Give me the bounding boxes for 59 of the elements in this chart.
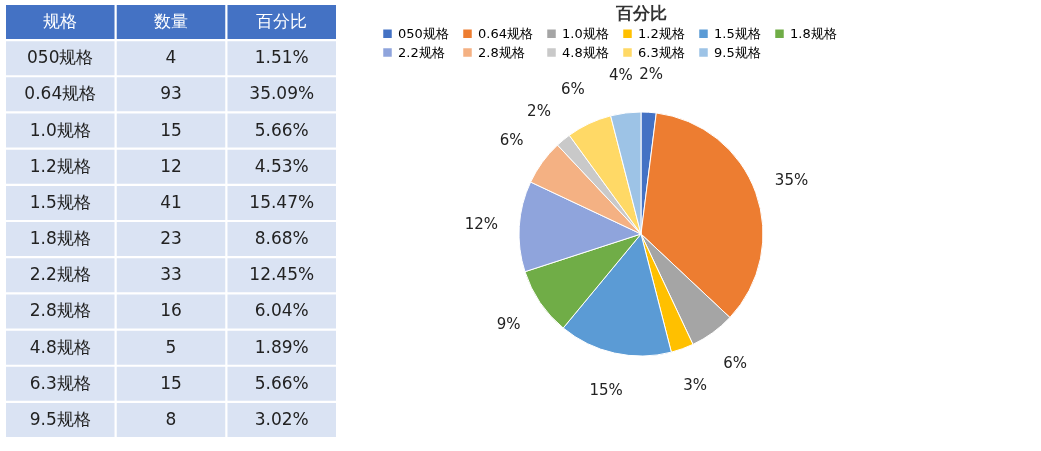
data-label: 33 — [160, 264, 182, 285]
data-label: 8 — [165, 408, 177, 429]
data-label: 5.66% — [254, 119, 309, 140]
category-label: 1.2规格 — [29, 155, 91, 176]
data-label: 12.45% — [249, 264, 315, 285]
data-label: 2% — [527, 101, 551, 120]
series-label: 百分比 — [256, 11, 308, 32]
legend-label: 4.8规格 — [562, 44, 609, 60]
data-label: 15 — [160, 372, 182, 393]
data-label: 5 — [165, 336, 177, 357]
data-label: 5.66% — [254, 372, 309, 393]
category-label: 0.64规格 — [24, 83, 97, 104]
category-label: 6.3规格 — [29, 372, 91, 393]
category-label: 9.5规格 — [29, 408, 91, 429]
legend-label: 6.3规格 — [638, 44, 685, 60]
legend-label: 1.8规格 — [790, 25, 837, 41]
category-label: 2.8规格 — [29, 300, 91, 321]
legend-label: 2.8规格 — [478, 44, 525, 60]
data-label: 1.51% — [254, 47, 309, 68]
data-label: 15 — [160, 119, 182, 140]
data-label: 1.89% — [254, 336, 309, 357]
data-label: 6% — [723, 354, 747, 373]
data-label: 16 — [160, 300, 182, 321]
data-label: 35.09% — [249, 83, 315, 104]
series-label: 数量 — [154, 11, 188, 32]
data-label: 6% — [499, 130, 524, 149]
legend-label: 1.2规格 — [638, 25, 685, 41]
category-label: 4.8规格 — [29, 336, 91, 357]
data-label: 4.53% — [254, 155, 309, 176]
category-label: 2.2规格 — [29, 264, 91, 285]
data-label: 3.02% — [254, 408, 309, 429]
data-label: 6% — [560, 80, 585, 99]
data-label: 4 — [165, 47, 177, 68]
data-label: 4% — [609, 66, 633, 85]
data-label: 41 — [160, 191, 182, 212]
data-label: 15% — [589, 381, 623, 400]
category-label: 1.5规格 — [29, 191, 91, 212]
chart-title: 百分比 — [614, 3, 667, 23]
legend-label: 1.5规格 — [714, 25, 761, 41]
data-label: 12 — [160, 155, 182, 176]
data-label: 93 — [160, 83, 182, 104]
legend-label: 050规格 — [398, 25, 449, 41]
legend-label: 1.0规格 — [562, 25, 609, 41]
text: 规格 — [43, 11, 78, 32]
data-label: 6.04% — [254, 300, 309, 321]
data-label: 35% — [774, 170, 809, 189]
legend-label: 9.5规格 — [714, 44, 761, 60]
category-label: 1.0规格 — [29, 119, 91, 140]
legend-label: 2.2规格 — [398, 44, 445, 60]
category-label: 050规格 — [27, 47, 94, 68]
data-label: 9% — [496, 314, 521, 333]
data-label: 15.47% — [249, 191, 315, 212]
legend-label: 0.64规格 — [478, 25, 533, 41]
data-label: 2% — [639, 65, 663, 84]
data-label: 23 — [160, 228, 182, 249]
data-label: 8.68% — [254, 228, 309, 249]
data-label: 3% — [683, 375, 708, 394]
data-label: 12% — [464, 214, 498, 233]
category-label: 1.8规格 — [29, 228, 91, 249]
